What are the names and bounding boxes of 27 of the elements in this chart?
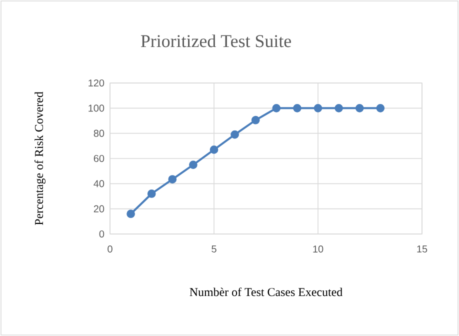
y-tick-label: 100 <box>88 104 104 112</box>
x-tick-label: 5 <box>212 246 216 252</box>
point <box>376 104 385 112</box>
y-tick-label: 80 <box>94 130 104 137</box>
point <box>334 104 343 112</box>
chart-title: Prioritized Test Suite <box>140 34 291 48</box>
point <box>230 130 239 139</box>
point <box>210 146 218 154</box>
point <box>355 104 364 112</box>
y-tick-label: 0 <box>99 230 104 238</box>
point <box>147 190 156 198</box>
y-tick-label: 60 <box>94 154 104 162</box>
point <box>314 104 322 112</box>
point <box>189 160 198 169</box>
point <box>272 104 281 112</box>
y-axis-title: Percentage of Risk Covered <box>34 92 46 226</box>
y-tick-label: 20 <box>94 205 104 212</box>
x-tick-label: 10 <box>313 246 324 253</box>
y-tick-label: 120 <box>88 79 104 87</box>
x-axis-title: Numbèr of Test Cases Executed <box>190 288 342 296</box>
point <box>168 175 177 184</box>
x-tick-label: 0 <box>108 246 112 253</box>
y-tick-label: 40 <box>94 180 104 188</box>
point <box>126 210 135 218</box>
point <box>251 116 260 124</box>
x-tick-label: 15 <box>417 246 428 252</box>
point <box>293 104 302 112</box>
